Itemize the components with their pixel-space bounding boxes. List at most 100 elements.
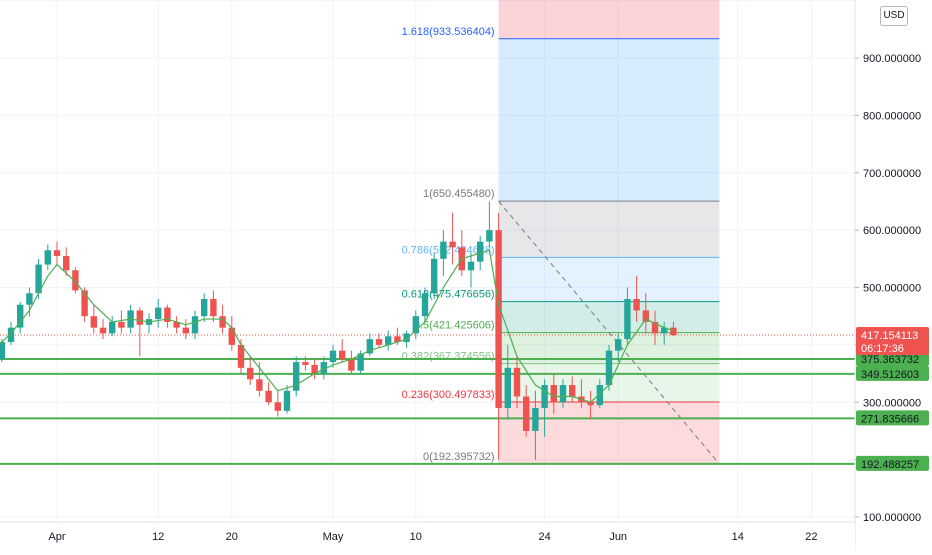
candle-body xyxy=(274,402,281,411)
candle-body xyxy=(99,327,107,334)
candle-body xyxy=(210,298,217,317)
price-tick-label: 900.000000 xyxy=(863,53,921,65)
time-tick-label: 12 xyxy=(152,531,164,543)
candle-body xyxy=(26,293,33,305)
fib-zone xyxy=(498,201,720,258)
candle-body xyxy=(523,396,530,431)
candle-body xyxy=(283,390,291,411)
candle-body xyxy=(670,327,677,336)
fib-trend-line xyxy=(498,200,720,465)
candle-body xyxy=(72,270,79,291)
fib-zone-extension xyxy=(498,0,720,39)
time-tick-label: Jun xyxy=(609,531,627,543)
candle-body xyxy=(155,307,162,320)
candle-body xyxy=(90,316,97,328)
time-tick-label: 24 xyxy=(538,531,550,543)
candle-body xyxy=(366,339,373,354)
fib-zone xyxy=(498,301,720,333)
candle-body xyxy=(256,379,263,391)
candle-body xyxy=(587,402,594,406)
candle-body xyxy=(513,367,521,397)
grid-lines xyxy=(0,0,855,522)
price-tag-label: 271.835666 xyxy=(861,413,919,425)
candle-body xyxy=(394,336,401,343)
price-tag-label: 375.363732 xyxy=(861,354,919,366)
candle-body xyxy=(440,241,447,259)
candle-body xyxy=(477,241,484,262)
candle-body xyxy=(293,362,300,391)
fib-zone xyxy=(498,401,720,464)
candle-body xyxy=(495,230,502,408)
time-tick-label: 10 xyxy=(410,531,422,543)
time-axis[interactable]: Apr 12 20 May 10 24 Jun 14 22 xyxy=(0,521,855,550)
fib-level-label: 1.618(933.536404) xyxy=(402,26,495,38)
price-tag-bg xyxy=(856,455,929,471)
candle-body xyxy=(320,362,327,374)
candle-body xyxy=(339,350,346,360)
price-tick-label: 300.000000 xyxy=(863,397,921,409)
moving-average xyxy=(0,249,674,403)
fib-level-label: 0.5(421.425606) xyxy=(414,320,495,332)
candle-body xyxy=(412,316,419,334)
candle-body xyxy=(237,344,245,368)
candle-body xyxy=(403,333,410,343)
fib-level-label: 0.618(475.476656) xyxy=(402,289,495,301)
candle-body xyxy=(7,327,15,343)
candle-body xyxy=(421,293,429,317)
candle-body xyxy=(348,359,355,371)
candle-body xyxy=(35,264,42,294)
price-tag-label: 349.512603 xyxy=(861,369,919,381)
time-axis-bg xyxy=(0,522,855,550)
sma-line xyxy=(0,249,674,403)
candle-body xyxy=(385,336,392,345)
fib-level-label: 1(650.455480) xyxy=(423,188,495,200)
price-tag-bg xyxy=(856,327,929,356)
candle-body xyxy=(44,250,51,265)
candle-body xyxy=(486,230,493,242)
time-tick-label: Apr xyxy=(48,531,65,543)
fib-level-label: 0(192.395732) xyxy=(423,451,495,463)
candle-body xyxy=(651,321,659,334)
price-tag-label: 192.488257 xyxy=(861,459,919,471)
price-tag-countdown: 06:17:36 xyxy=(861,343,904,355)
fib-zone xyxy=(498,257,720,302)
currency-badge[interactable]: USD xyxy=(880,6,908,26)
fib-level-label: 0.236(300.497833) xyxy=(402,389,495,401)
candle-body xyxy=(311,364,318,374)
candle-body xyxy=(642,310,649,322)
time-tick-label: May xyxy=(323,531,344,543)
time-tick-label: 14 xyxy=(732,531,744,543)
candle-body xyxy=(532,407,539,431)
candle-body xyxy=(596,385,603,406)
candle-body xyxy=(109,321,116,334)
candle-body xyxy=(605,350,613,386)
horizontal-levels[interactable] xyxy=(0,334,855,465)
price-tags: 375.363732 349.512603 271.835666 192.488257… xyxy=(856,327,929,471)
fib-zone xyxy=(498,38,720,202)
candle-body xyxy=(431,258,438,294)
candle-body xyxy=(615,339,622,351)
price-tag-bg xyxy=(856,365,929,381)
candle-body xyxy=(550,385,557,403)
candle-body xyxy=(228,327,235,345)
price-tick-label: 500.000000 xyxy=(863,283,921,295)
candle-body xyxy=(569,385,576,397)
candle-body xyxy=(449,241,456,248)
candle-body xyxy=(624,298,631,340)
candle-body xyxy=(0,342,5,360)
price-tag-label: 417.154113 xyxy=(861,330,918,342)
candle-body xyxy=(81,290,88,317)
candle-body xyxy=(53,250,61,256)
candle-body xyxy=(136,310,143,325)
candles xyxy=(0,201,677,460)
candle-body xyxy=(182,327,189,334)
candle-body xyxy=(467,261,475,271)
candle-body xyxy=(265,390,272,403)
candle-body xyxy=(63,255,70,271)
fib-level-label: 0.382(367.374556) xyxy=(402,351,495,363)
price-tick-label: 100.000000 xyxy=(863,512,921,524)
candle-body xyxy=(541,385,548,408)
candle-body xyxy=(357,353,364,371)
